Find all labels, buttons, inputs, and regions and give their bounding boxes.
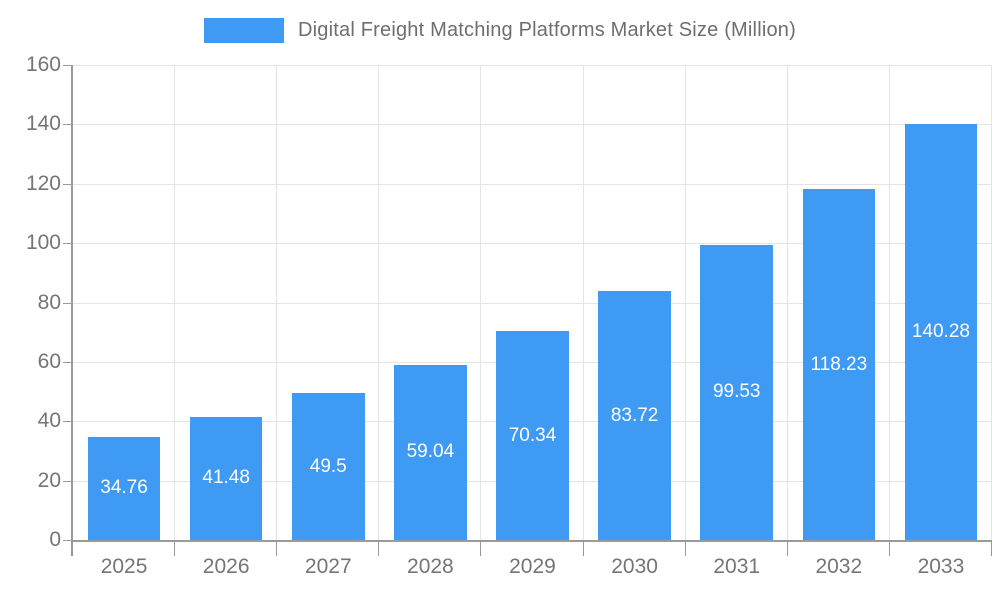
y-axis-label: 100 (25, 231, 61, 255)
y-axis-tick (63, 361, 71, 363)
x-axis-label: 2028 (407, 555, 454, 578)
bar-value-label: 140.28 (911, 320, 970, 342)
bar-value-label: 49.5 (309, 455, 347, 477)
y-axis-tick (63, 124, 71, 126)
y-axis-tick (63, 480, 71, 482)
legend-label: Digital Freight Matching Platforms Marke… (297, 19, 796, 41)
v-gridline (480, 65, 482, 540)
bar[interactable]: 59.04 (394, 364, 467, 540)
x-axis-tick (888, 542, 890, 556)
y-axis-label: 80 (37, 290, 61, 314)
bar[interactable]: 34.76 (87, 436, 161, 540)
x-axis-line (71, 540, 992, 542)
v-gridline (888, 65, 890, 540)
x-axis-label: 2030 (611, 555, 658, 578)
y-axis-label: 60 (37, 349, 61, 373)
y-axis-label: 120 (25, 171, 61, 195)
bar[interactable]: 70.34 (496, 331, 569, 540)
x-axis-label: 2027 (304, 555, 352, 578)
y-axis-label: 140 (25, 112, 61, 136)
y-axis-tick (63, 65, 71, 66)
h-gridline (73, 302, 992, 304)
y-axis-label: 0 (49, 528, 61, 551)
h-gridline (73, 124, 992, 126)
x-axis-tick (684, 542, 686, 556)
y-axis-tick (63, 183, 71, 185)
y-axis-label: 20 (37, 468, 61, 492)
x-axis-tick (378, 542, 380, 556)
h-gridline (73, 243, 992, 245)
bar-value-label: 83.72 (610, 404, 659, 426)
v-gridline (786, 65, 788, 540)
plot-area: 34.76 41.48 49.5 59.04 70.34 83.72 99.53 118.23… (63, 65, 992, 556)
bar[interactable]: 140.28 (904, 123, 978, 540)
y-axis-label: 40 (37, 409, 61, 433)
x-axis-tick (786, 542, 788, 556)
bar[interactable]: 83.72 (598, 291, 671, 540)
v-gridline (378, 65, 380, 540)
v-gridline (684, 65, 686, 540)
bar-value-label: 99.53 (712, 381, 761, 403)
bar-value-label: 41.48 (202, 467, 250, 489)
bar-value-label: 118.23 (810, 353, 868, 375)
bar[interactable]: 49.5 (292, 393, 365, 540)
v-gridline (174, 65, 176, 540)
x-axis-label: 2033 (917, 555, 965, 578)
v-gridline (276, 65, 278, 540)
v-gridline (582, 65, 584, 540)
bar[interactable]: 41.48 (189, 416, 263, 540)
y-axis-tick (63, 302, 71, 304)
v-gridline (991, 65, 992, 540)
chart-legend[interactable]: Digital Freight Matching Platforms Marke… (0, 18, 1000, 43)
legend-swatch-icon (203, 18, 284, 43)
x-axis-label: 2025 (100, 555, 148, 578)
y-axis-tick (63, 243, 71, 245)
x-axis-tick (582, 542, 584, 556)
x-axis-tick (174, 542, 176, 556)
y-axis-line (71, 65, 73, 540)
bar[interactable]: 99.53 (700, 244, 773, 540)
y-axis-tick (63, 421, 71, 423)
x-axis-label: 2032 (815, 555, 863, 578)
x-axis-tick (276, 542, 278, 556)
x-axis-label: 2031 (713, 555, 761, 578)
x-axis-label: 2029 (509, 555, 556, 578)
y-axis-label: 160 (25, 53, 61, 76)
h-gridline (73, 183, 992, 185)
y-axis-tick (63, 540, 71, 541)
x-axis-tick (480, 542, 482, 556)
bar-value-label: 59.04 (406, 441, 455, 463)
bar-value-label: 70.34 (508, 424, 557, 446)
x-axis-label: 2026 (202, 555, 250, 578)
bar-value-label: 34.76 (100, 477, 148, 499)
h-gridline (73, 65, 992, 66)
x-axis-tick (991, 542, 992, 556)
x-axis-tick (71, 542, 73, 556)
bar[interactable]: 118.23 (802, 189, 876, 540)
